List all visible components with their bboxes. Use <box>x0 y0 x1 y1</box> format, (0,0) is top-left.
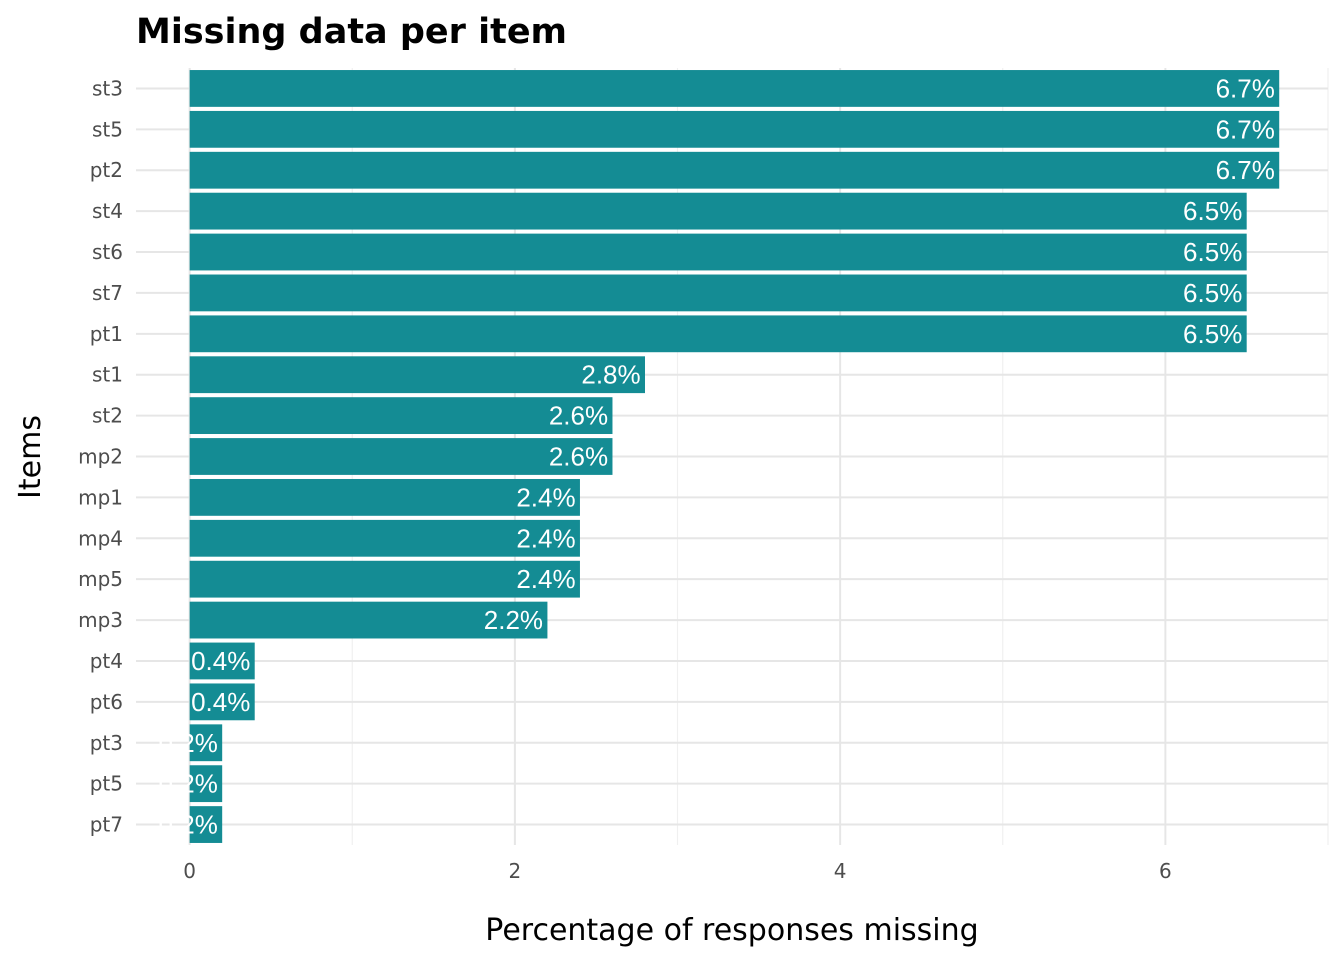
y-tick-label: mp1 <box>78 485 123 509</box>
y-tick-label: st3 <box>92 76 123 100</box>
bar-value-label: 6.5% <box>1183 278 1242 308</box>
bar-labels: 6.7% 6.7% 6.7% 6.5% 6.5% 6.5% 6.5% 2.8% 2.6% 2.6%… <box>159 73 1275 839</box>
bar <box>189 683 255 721</box>
bar-value-label: 2.6% <box>549 442 608 472</box>
bar <box>189 601 548 639</box>
x-tick-label: 2 <box>509 859 522 883</box>
x-tick-label: 6 <box>1159 859 1172 883</box>
bar-value-label: 2.2% <box>484 605 543 635</box>
bar <box>189 70 1280 107</box>
y-tick-label: st1 <box>92 363 123 387</box>
chart-title: Missing data per item <box>136 12 567 52</box>
y-tick-label: st5 <box>92 117 123 141</box>
bar <box>189 315 1247 353</box>
bar <box>189 274 1247 312</box>
bar-value-label: 0.4% <box>191 687 250 717</box>
bar <box>189 397 613 435</box>
y-tick-label: st2 <box>92 404 123 428</box>
bar <box>189 438 613 475</box>
bar-value-label: 6.5% <box>1183 237 1242 267</box>
bar <box>189 765 223 803</box>
x-axis-tick-labels: 0 2 4 6 <box>183 859 1171 883</box>
x-axis-title: Percentage of responses missing <box>485 913 978 948</box>
bar <box>189 110 1280 148</box>
bar <box>189 192 1247 230</box>
bar-value-label: 0.2% <box>159 810 218 840</box>
y-axis-tick-labels: st3 st5 pt2 st4 st6 st7 pt1 st1 st2 mp2 mp1 mp4 mp5 m… <box>78 76 123 836</box>
y-tick-label: mp4 <box>78 526 123 550</box>
bar <box>189 642 255 680</box>
bar <box>189 356 645 394</box>
bar <box>189 560 580 598</box>
bar-value-label: 6.7% <box>1216 114 1275 144</box>
bar-value-label: 2.4% <box>516 564 575 594</box>
y-tick-label: mp5 <box>78 567 123 591</box>
bar <box>189 151 1280 189</box>
y-tick-label: pt3 <box>90 731 123 755</box>
bar-value-label: 0.2% <box>159 728 218 758</box>
x-tick-label: 0 <box>183 859 196 883</box>
y-tick-label: pt5 <box>90 772 123 796</box>
bar <box>189 233 1247 271</box>
y-tick-label: pt4 <box>90 649 123 673</box>
y-tick-label: pt7 <box>90 813 123 837</box>
bar-value-label: 6.7% <box>1216 73 1275 103</box>
y-tick-label: mp3 <box>78 608 123 632</box>
bar <box>189 519 580 557</box>
bar <box>189 806 223 843</box>
bar-value-label: 0.4% <box>191 646 250 676</box>
bar-value-label: 2.6% <box>549 401 608 431</box>
x-tick-label: 4 <box>834 859 847 883</box>
y-tick-label: st6 <box>92 240 123 264</box>
bars <box>189 70 1280 843</box>
y-tick-label: pt6 <box>90 690 123 714</box>
y-tick-label: st7 <box>92 281 123 305</box>
y-tick-label: st4 <box>92 199 123 223</box>
bar <box>189 724 223 762</box>
y-axis-title: Items <box>13 415 48 499</box>
bar <box>189 478 580 516</box>
bar-value-label: 2.8% <box>581 360 640 390</box>
bar-value-label: 2.4% <box>516 523 575 553</box>
bar-value-label: 6.7% <box>1216 155 1275 185</box>
y-tick-label: pt1 <box>90 322 123 346</box>
bar-value-label: 2.4% <box>516 482 575 512</box>
bar-value-label: 0.2% <box>159 769 218 799</box>
bar-value-label: 6.5% <box>1183 319 1242 349</box>
y-tick-label: mp2 <box>78 445 123 469</box>
bar-value-label: 6.5% <box>1183 196 1242 226</box>
y-tick-label: pt2 <box>90 158 123 182</box>
